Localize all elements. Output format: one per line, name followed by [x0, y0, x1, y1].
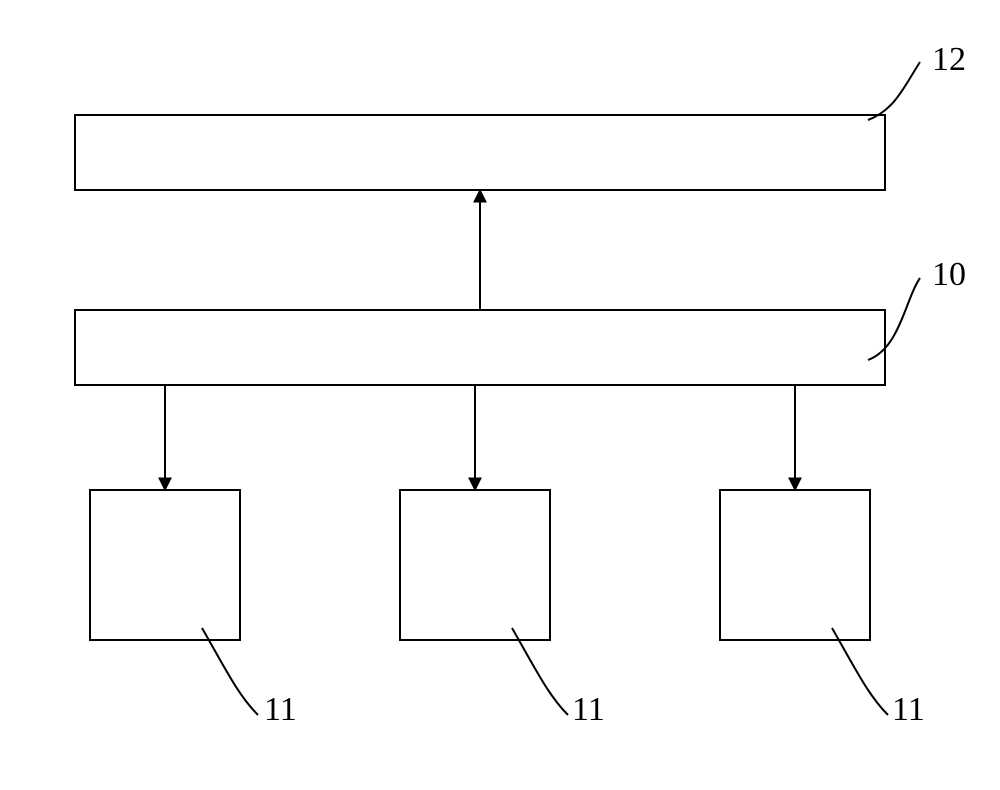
diagram-box-b1	[90, 490, 240, 640]
reference-label-10: 10	[932, 256, 966, 293]
reference-label-11: 11	[264, 691, 297, 728]
diagram-box-top	[75, 115, 885, 190]
diagram-box-b2	[400, 490, 550, 640]
reference-label-11: 11	[892, 691, 925, 728]
diagram-box-middle	[75, 310, 885, 385]
reference-label-11: 11	[572, 691, 605, 728]
diagram-box-b3	[720, 490, 870, 640]
leader-line-4	[832, 628, 888, 715]
diagram-canvas: 12 10 11 11 11	[0, 0, 1000, 790]
reference-label-12: 12	[932, 41, 966, 78]
leader-line-0	[868, 62, 920, 120]
leader-line-3	[512, 628, 568, 715]
leader-line-2	[202, 628, 258, 715]
